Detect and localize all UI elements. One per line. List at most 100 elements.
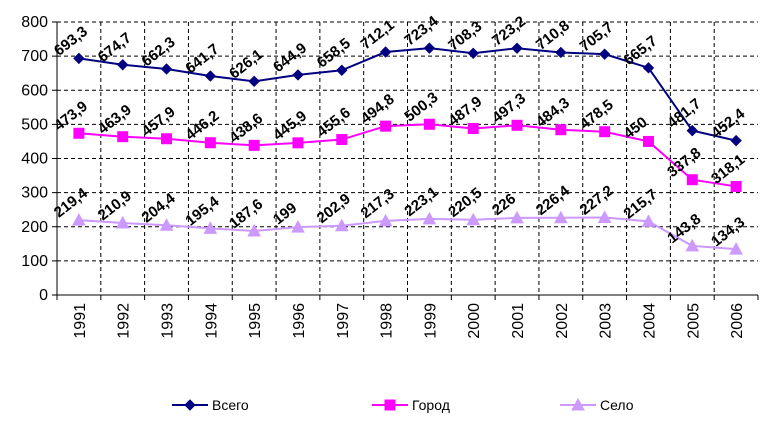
x-tick-label: 2006: [729, 303, 746, 339]
series-selo-point: [334, 218, 349, 232]
series-selo-point: [597, 210, 612, 223]
series-vsego-data-label: 452,4: [708, 105, 749, 142]
series-selo-point: [554, 210, 568, 224]
series-vsego-data-label: 723,4: [401, 12, 442, 49]
series-vsego-data-label: 674,7: [95, 29, 135, 66]
series-vsego-point: [511, 42, 523, 54]
x-tick-label: 2002: [554, 303, 571, 339]
x-tick-label: 1994: [203, 303, 220, 339]
series-selo-point: [685, 238, 700, 252]
legend-marker-selo: [571, 397, 585, 411]
series-selo-point: [641, 214, 656, 227]
series-gorod-point: [336, 134, 348, 146]
series-selo-data-label: 202,9: [314, 190, 354, 227]
y-tick-label: 500: [21, 116, 48, 133]
series-vsego-point: [467, 47, 479, 59]
x-tick-label: 2003: [598, 303, 615, 339]
series-selo-point: [422, 211, 437, 225]
series-gorod-point: [423, 118, 435, 130]
series-vsego-point: [292, 69, 304, 81]
x-tick-label: 2000: [466, 303, 483, 339]
data-labels: 693,3 674,7 662,3 641,7 626,1 644,9 658,5712,1…: [51, 12, 749, 250]
y-tick-label: 0: [39, 287, 48, 304]
gridlines: [57, 21, 758, 295]
y-tick-label: 400: [21, 151, 48, 168]
x-axis-ticks: 1991 1992 1993 1994 1995 1996 1997 1998 1999 2000…: [56, 295, 759, 339]
y-tick-label: 800: [21, 14, 48, 31]
series-gorod-point: [599, 126, 611, 138]
series-vsego-line: [78, 47, 737, 142]
series-gorod-point: [730, 180, 742, 192]
series-vsego-data-label: 723,2: [489, 13, 529, 50]
series-gorod-point: [117, 131, 129, 143]
x-tick-label: 1999: [422, 303, 439, 339]
x-tick-label: 1998: [379, 303, 396, 339]
series-vsego-point: [555, 46, 567, 59]
series-selo-point: [203, 221, 218, 234]
series-gorod-point: [642, 135, 654, 147]
series-gorod-point: [161, 133, 173, 145]
series-selo-point: [115, 215, 130, 229]
series-gorod-point: [73, 127, 85, 139]
series-vsego-data-label: 658,5: [314, 35, 354, 72]
y-tick-label: 300: [21, 185, 48, 202]
series-selo-point: [159, 218, 174, 231]
x-tick-label: 2005: [685, 303, 702, 339]
series-selo-data-label: 227,2: [577, 182, 617, 219]
y-tick-label: 100: [21, 253, 48, 270]
legend: Всего Город Село: [172, 397, 634, 413]
y-tick-label: 600: [21, 82, 48, 99]
series-selo-point: [291, 220, 305, 233]
series-gorod-point: [248, 139, 260, 151]
series-gorod-point: [686, 174, 698, 186]
x-tick-label: 1996: [291, 303, 308, 339]
legend-label-vsego: Всего: [212, 397, 249, 413]
series-gorod-data-label: 446,2: [182, 107, 222, 144]
y-tick-label: 200: [21, 219, 48, 236]
x-tick-label: 2004: [641, 303, 658, 339]
x-tick-label: 1995: [247, 303, 264, 339]
series-selo-data-label: 220,5: [445, 184, 485, 221]
series-selo-line: [78, 216, 737, 251]
series-gorod-point: [380, 120, 392, 132]
x-tick-label: 1997: [335, 303, 352, 339]
series-gorod-line: [78, 123, 737, 188]
series-vsego-point: [598, 48, 611, 60]
series-selo-data-label: 226: [489, 190, 519, 219]
series-gorod-data-label: 494,8: [358, 91, 398, 128]
series-vsego-point: [686, 124, 698, 137]
series-gorod-point: [555, 124, 567, 136]
series-vsego-point: [248, 75, 260, 88]
series-selo-data-label: 226,4: [533, 182, 574, 219]
series-vsego-point: [117, 59, 129, 71]
series-vsego-point: [204, 70, 217, 82]
x-tick-label: 1992: [116, 303, 133, 339]
series-gorod-data-label: 445,9: [270, 107, 310, 144]
y-axis-ticks: 0 100 200 300 400 500 600 700 800: [21, 14, 57, 304]
series-gorod-point: [204, 137, 216, 149]
series-gorod-point: [467, 123, 479, 135]
legend-marker-vsego: [184, 399, 196, 411]
legend-label-selo: Село: [600, 397, 634, 413]
series-vsego-point: [423, 42, 436, 54]
series-selo-point: [72, 213, 86, 226]
series-gorod-point: [292, 137, 304, 149]
series-vsego-point: [336, 64, 348, 76]
series-selo-data-label: 204,4: [139, 189, 180, 226]
series: [72, 42, 743, 255]
series-selo-point: [510, 210, 524, 224]
legend-label-gorod: Город: [412, 397, 450, 413]
series-selo-point: [247, 223, 261, 237]
x-tick-label: 1991: [72, 303, 89, 339]
series-gorod-point: [511, 119, 523, 131]
series-vsego-point: [730, 134, 742, 147]
legend-marker-gorod: [384, 399, 396, 411]
y-tick-label: 700: [21, 48, 48, 65]
series-vsego-point: [73, 52, 85, 65]
series-selo-point: [378, 213, 393, 227]
series-selo-data-label: 199: [270, 199, 300, 228]
x-tick-label: 1993: [160, 303, 177, 339]
series-vsego-point: [379, 46, 392, 58]
